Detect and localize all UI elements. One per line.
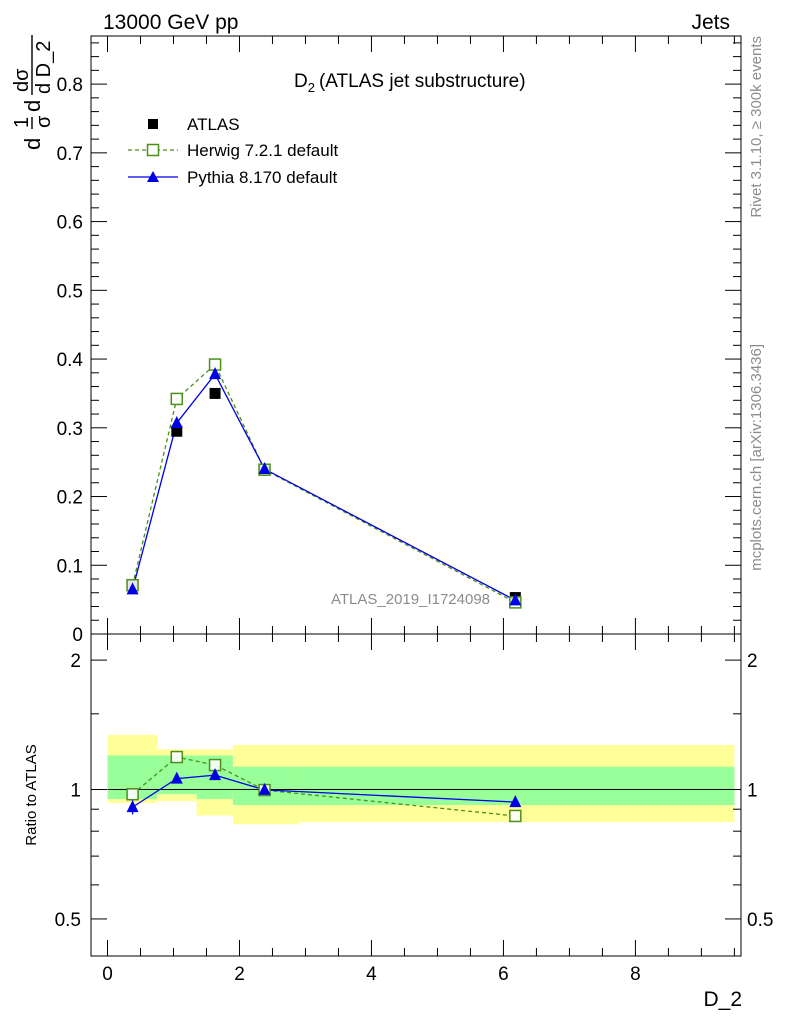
main-ytick-label: 0.5 — [57, 281, 83, 302]
legend-marker-atlas — [148, 119, 158, 129]
ratio-herwig-point — [126, 787, 139, 801]
main-ytick-label: 0.4 — [57, 350, 84, 371]
ratio-ytick-label-right: 1 — [747, 781, 758, 802]
plot-title-subscript: 2 — [308, 80, 315, 95]
ratio-panel: 0 2 4 6 8 0.5 0.5 1 1 2 2 Ratio to ATLAS D_2 — [23, 633, 773, 1011]
main-ytick-label: 0.6 — [57, 213, 83, 234]
analysis-watermark: ATLAS_2019_I1724098 — [331, 591, 490, 608]
ratio-ytick-label-right: 0.5 — [747, 910, 773, 931]
main-ytick-label: 0.2 — [57, 488, 83, 509]
atlas-point — [209, 387, 221, 399]
ratio-xtick-label: 2 — [234, 964, 245, 985]
ratio-pythia-point — [126, 800, 139, 813]
plot-title-main: D — [294, 71, 308, 92]
pythia-point — [209, 367, 222, 380]
x-axis-label: D_2 — [703, 988, 742, 1011]
main-panel: 0.1 0.2 0.3 0.4 0.5 0.6 0.7 0.8 0 D2 (ATLAS jet s… — [11, 35, 742, 646]
legend-label-atlas: ATLAS — [187, 115, 240, 134]
ratio-xtick-label: 6 — [498, 964, 509, 985]
atlas-point — [171, 425, 183, 437]
ratio-xtick-label: 0 — [102, 964, 113, 985]
legend: ATLAS Herwig 7.2.1 default Pythia 8.170 … — [128, 115, 338, 187]
ratio-uncertainty-bands — [107, 734, 735, 825]
ratio-data-layer — [126, 750, 522, 823]
pythia-line — [131, 372, 516, 601]
ratio-pythia-point — [209, 768, 222, 781]
main-axis-ticks: 0.1 0.2 0.3 0.4 0.5 0.6 0.7 0.8 0 — [57, 36, 741, 646]
legend-marker-herwig — [146, 143, 160, 157]
ylabel-dsigma: dσ — [11, 68, 33, 92]
main-ytick-label: 0.7 — [57, 144, 83, 165]
main-ytick-label-zero: 0 — [72, 625, 83, 646]
legend-marker-pythia — [147, 171, 159, 182]
pythia-point — [126, 582, 139, 595]
main-ytick-label: 0.1 — [57, 556, 83, 577]
ratio-herwig-point — [170, 750, 184, 764]
pythia-point — [170, 415, 183, 428]
rivet-label: Rivet 3.1.10, ≥ 300k events — [748, 36, 765, 218]
legend-label-herwig: Herwig 7.2.1 default — [187, 141, 338, 160]
ratio-herwig-line — [132, 756, 516, 817]
ylabel-dD2: d D_2 — [33, 41, 55, 94]
ratio-ytick-label-left: 0.5 — [55, 910, 81, 931]
ratio-axis-ticks: 0 2 4 6 8 0.5 0.5 1 1 2 2 — [55, 634, 773, 985]
ratio-ytick-label-right: 2 — [747, 651, 758, 672]
ratio-xtick-label: 8 — [630, 964, 641, 985]
plot-title: D2 (ATLAS jet substructure) — [294, 71, 526, 95]
ratio-pythia-point — [170, 771, 183, 784]
herwig-point — [170, 392, 184, 406]
pythia-point — [258, 462, 271, 475]
main-ytick-label: 0.3 — [57, 419, 83, 440]
main-data-layer — [126, 358, 522, 609]
plot-title-suffix: (ATLAS jet substructure) — [319, 71, 526, 92]
main-ytick-label: 0.8 — [57, 75, 83, 96]
header-right: Jets — [691, 11, 730, 34]
ratio-pythia-point — [258, 782, 271, 795]
legend-label-pythia: Pythia 8.170 default — [187, 168, 338, 187]
ratio-herwig-point — [509, 809, 522, 823]
main-y-axis-label: d 1 σ d dσ d D_2 — [11, 35, 55, 150]
ratio-pythia-point — [509, 795, 522, 808]
header-left: 13000 GeV pp — [103, 11, 238, 34]
ylabel-sigma: σ — [33, 115, 55, 128]
ratio-frame — [90, 633, 742, 957]
ylabel-1: 1 — [11, 117, 33, 128]
ylabel-d2: d — [20, 100, 45, 112]
ratio-ytick-label-left: 2 — [70, 651, 81, 672]
ylabel-d1: d — [20, 138, 45, 150]
ratio-xtick-label: 4 — [366, 964, 377, 985]
herwig-line — [131, 363, 516, 603]
mcplots-label: mcplots.cern.ch [arXiv:1306.3436] — [748, 344, 765, 571]
pythia-point — [509, 593, 522, 606]
ratio-ytick-label-left: 1 — [70, 781, 81, 802]
ratio-y-axis-label: Ratio to ATLAS — [23, 744, 40, 845]
